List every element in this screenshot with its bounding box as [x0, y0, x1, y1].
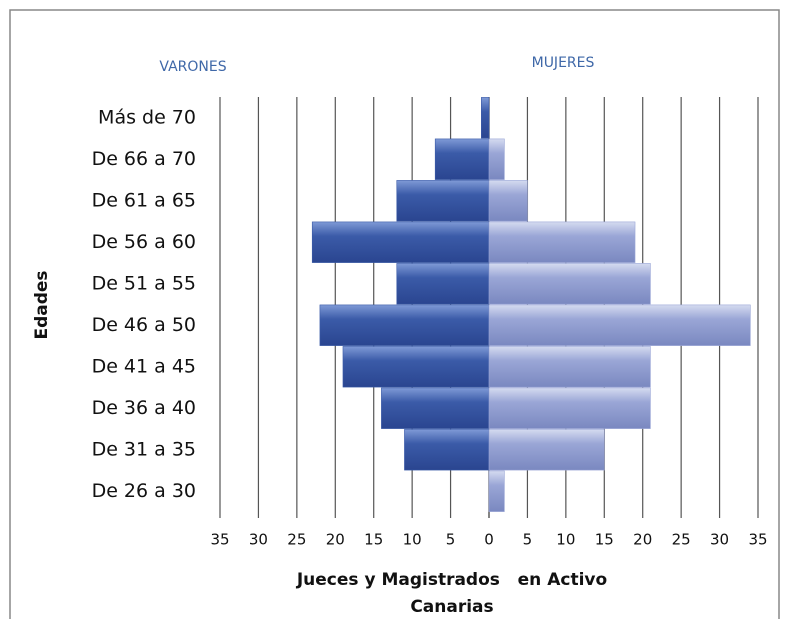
series-header: VARONES [159, 59, 226, 75]
y-tick-label: De 46 a 50 [92, 314, 196, 336]
y-tick-label: De 31 a 35 [92, 438, 196, 460]
y-tick-label: De 56 a 60 [92, 231, 196, 253]
x-tick-label: 15 [364, 531, 383, 549]
y-tick-label: De 41 a 45 [92, 355, 196, 377]
x-tick-label: 20 [326, 531, 345, 549]
y-tick-label: De 51 a 55 [92, 272, 196, 294]
x-tick-label: 20 [633, 531, 652, 549]
x-tick-label: 30 [710, 531, 729, 549]
y-tick-label: De 66 a 70 [92, 148, 196, 170]
x-tick-label: 5 [446, 531, 456, 549]
x-tick-label: 25 [287, 531, 306, 549]
x-tick-label: 35 [748, 531, 767, 549]
y-tick-label: De 61 a 65 [92, 189, 196, 211]
bar [481, 97, 490, 139]
x-tick-label: 5 [523, 531, 533, 549]
bar [404, 429, 490, 471]
bar [488, 387, 651, 429]
x-tick-label: 35 [210, 531, 229, 549]
bar [488, 138, 505, 180]
x-tick-label: 15 [595, 531, 614, 549]
bar [488, 180, 528, 222]
bar [396, 180, 490, 222]
bar [488, 346, 651, 388]
bar [342, 346, 490, 388]
x-tick-label: 0 [484, 531, 494, 549]
bar [488, 429, 605, 471]
y-axis-title: Edades [32, 270, 52, 339]
x-tick-label: 30 [249, 531, 268, 549]
bar [311, 221, 490, 263]
bar [319, 304, 490, 346]
y-tick-label: Más de 70 [98, 106, 196, 128]
frame [9, 9, 780, 619]
bar [488, 470, 505, 512]
x-axis-title: Canarias [410, 597, 493, 617]
bar [488, 304, 751, 346]
y-tick-label: De 36 a 40 [92, 397, 196, 419]
series-header: MUJERES [532, 55, 595, 71]
x-tick-label: 10 [403, 531, 422, 549]
bar [488, 263, 651, 305]
bar [488, 221, 636, 263]
x-axis-title: Jueces y Magistrados en Activo [296, 570, 607, 590]
bar [434, 138, 490, 180]
x-tick-label: 10 [556, 531, 575, 549]
bar [381, 387, 490, 429]
bar [396, 263, 490, 305]
x-tick-label: 25 [672, 531, 691, 549]
y-tick-label: De 26 a 30 [92, 480, 196, 502]
